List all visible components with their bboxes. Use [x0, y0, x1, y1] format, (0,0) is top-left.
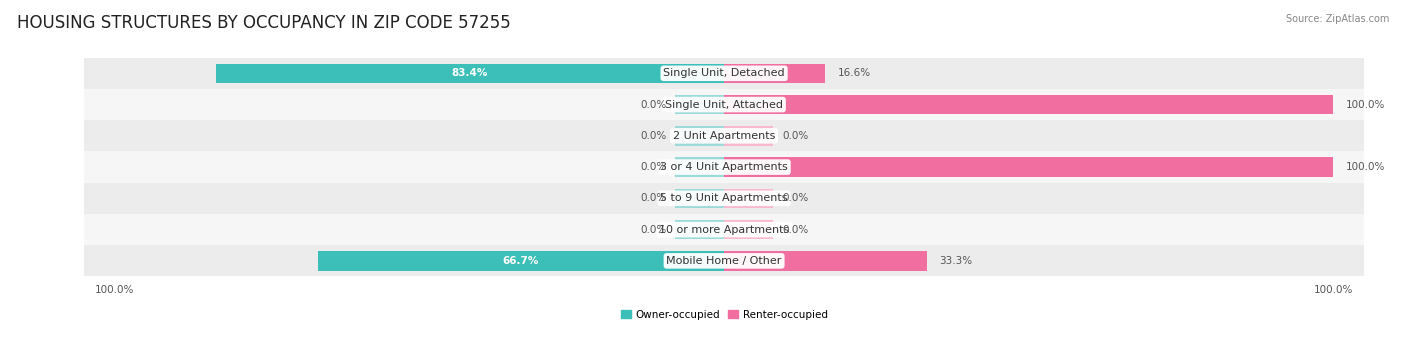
- Text: 0.0%: 0.0%: [640, 100, 666, 109]
- Text: Single Unit, Detached: Single Unit, Detached: [664, 68, 785, 78]
- Text: 100.0%: 100.0%: [1346, 100, 1385, 109]
- Bar: [318, 251, 724, 270]
- Bar: [724, 158, 1333, 177]
- Text: HOUSING STRUCTURES BY OCCUPANCY IN ZIP CODE 57255: HOUSING STRUCTURES BY OCCUPANCY IN ZIP C…: [17, 14, 510, 32]
- Bar: [724, 64, 825, 83]
- Bar: [675, 126, 724, 146]
- Bar: [724, 126, 773, 146]
- Bar: [675, 158, 724, 177]
- Bar: [724, 189, 773, 208]
- Text: 16.6%: 16.6%: [838, 68, 870, 78]
- Bar: [724, 220, 773, 239]
- Text: 0.0%: 0.0%: [640, 193, 666, 203]
- Bar: [84, 214, 1364, 245]
- Text: 100.0%: 100.0%: [1346, 162, 1385, 172]
- Text: 33.3%: 33.3%: [939, 256, 973, 266]
- Text: 83.4%: 83.4%: [451, 68, 488, 78]
- Bar: [84, 58, 1364, 89]
- Bar: [84, 120, 1364, 151]
- Text: 0.0%: 0.0%: [782, 225, 808, 235]
- Bar: [84, 183, 1364, 214]
- Text: 0.0%: 0.0%: [782, 193, 808, 203]
- Text: Mobile Home / Other: Mobile Home / Other: [666, 256, 782, 266]
- Text: 0.0%: 0.0%: [782, 131, 808, 141]
- Text: 0.0%: 0.0%: [640, 131, 666, 141]
- Text: 0.0%: 0.0%: [640, 225, 666, 235]
- Text: 3 or 4 Unit Apartments: 3 or 4 Unit Apartments: [661, 162, 787, 172]
- Text: 2 Unit Apartments: 2 Unit Apartments: [673, 131, 775, 141]
- Text: Source: ZipAtlas.com: Source: ZipAtlas.com: [1285, 14, 1389, 24]
- Bar: [84, 89, 1364, 120]
- Text: 10 or more Apartments: 10 or more Apartments: [659, 225, 789, 235]
- Bar: [675, 95, 724, 114]
- Text: Single Unit, Attached: Single Unit, Attached: [665, 100, 783, 109]
- Text: 0.0%: 0.0%: [640, 162, 666, 172]
- Text: 5 to 9 Unit Apartments: 5 to 9 Unit Apartments: [661, 193, 787, 203]
- Bar: [675, 189, 724, 208]
- Bar: [84, 151, 1364, 183]
- Bar: [724, 95, 1333, 114]
- Bar: [84, 245, 1364, 277]
- Legend: Owner-occupied, Renter-occupied: Owner-occupied, Renter-occupied: [616, 306, 832, 324]
- Bar: [724, 251, 927, 270]
- Text: 66.7%: 66.7%: [503, 256, 538, 266]
- Bar: [217, 64, 724, 83]
- Bar: [675, 220, 724, 239]
